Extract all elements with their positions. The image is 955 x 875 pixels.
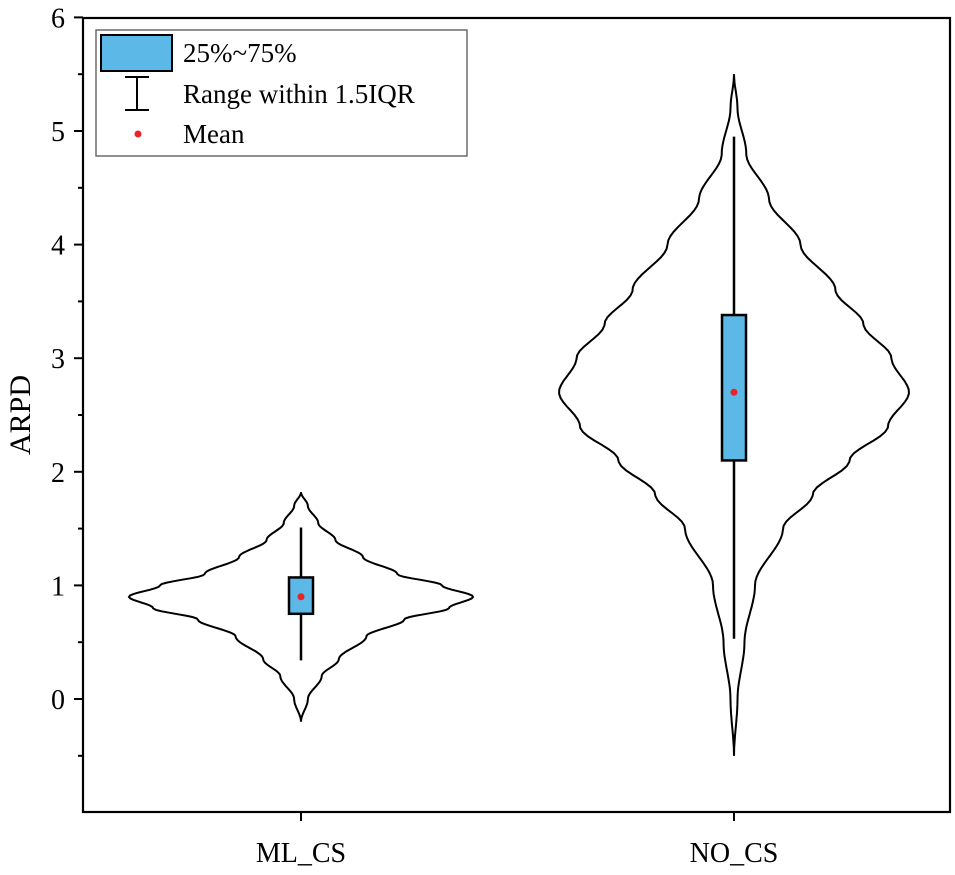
mean-dot-no-cs [730, 388, 738, 396]
legend: 25%~75% Range within 1.5IQR Mean [95, 29, 468, 157]
mean-dot-ml-cs [297, 593, 305, 601]
plot-frame [81, 16, 952, 814]
legend-mean-dot [134, 130, 142, 138]
legend-whisker-icon [125, 76, 149, 111]
y-tick-label: 3 [51, 344, 65, 375]
y-axis: 0 1 2 3 4 5 6 [51, 3, 83, 757]
legend-label-mean: Mean [183, 119, 245, 149]
x-tick-label: ML_CS [256, 838, 346, 869]
y-tick-label: 6 [51, 3, 65, 34]
x-tick-label: NO_CS [690, 838, 779, 869]
y-axis-title: ARPD [4, 375, 37, 455]
violins-layer [127, 74, 910, 756]
y-tick-label: 1 [51, 571, 65, 602]
iqr-box-no-cs [720, 313, 748, 462]
legend-box-swatch [100, 34, 173, 72]
violin-outline-ml-cs [127, 492, 475, 722]
violin-outline-no-cs [558, 74, 910, 756]
y-tick-label: 2 [51, 458, 65, 489]
iqr-box-ml-cs [287, 576, 315, 616]
y-tick-label: 0 [51, 685, 65, 716]
legend-label-box: 25%~75% [183, 38, 297, 68]
legend-label-whisker: Range within 1.5IQR [183, 79, 415, 109]
x-axis: ML_CS NO_CS [256, 812, 778, 869]
y-tick-label: 4 [51, 231, 65, 262]
y-tick-label: 5 [51, 117, 65, 148]
